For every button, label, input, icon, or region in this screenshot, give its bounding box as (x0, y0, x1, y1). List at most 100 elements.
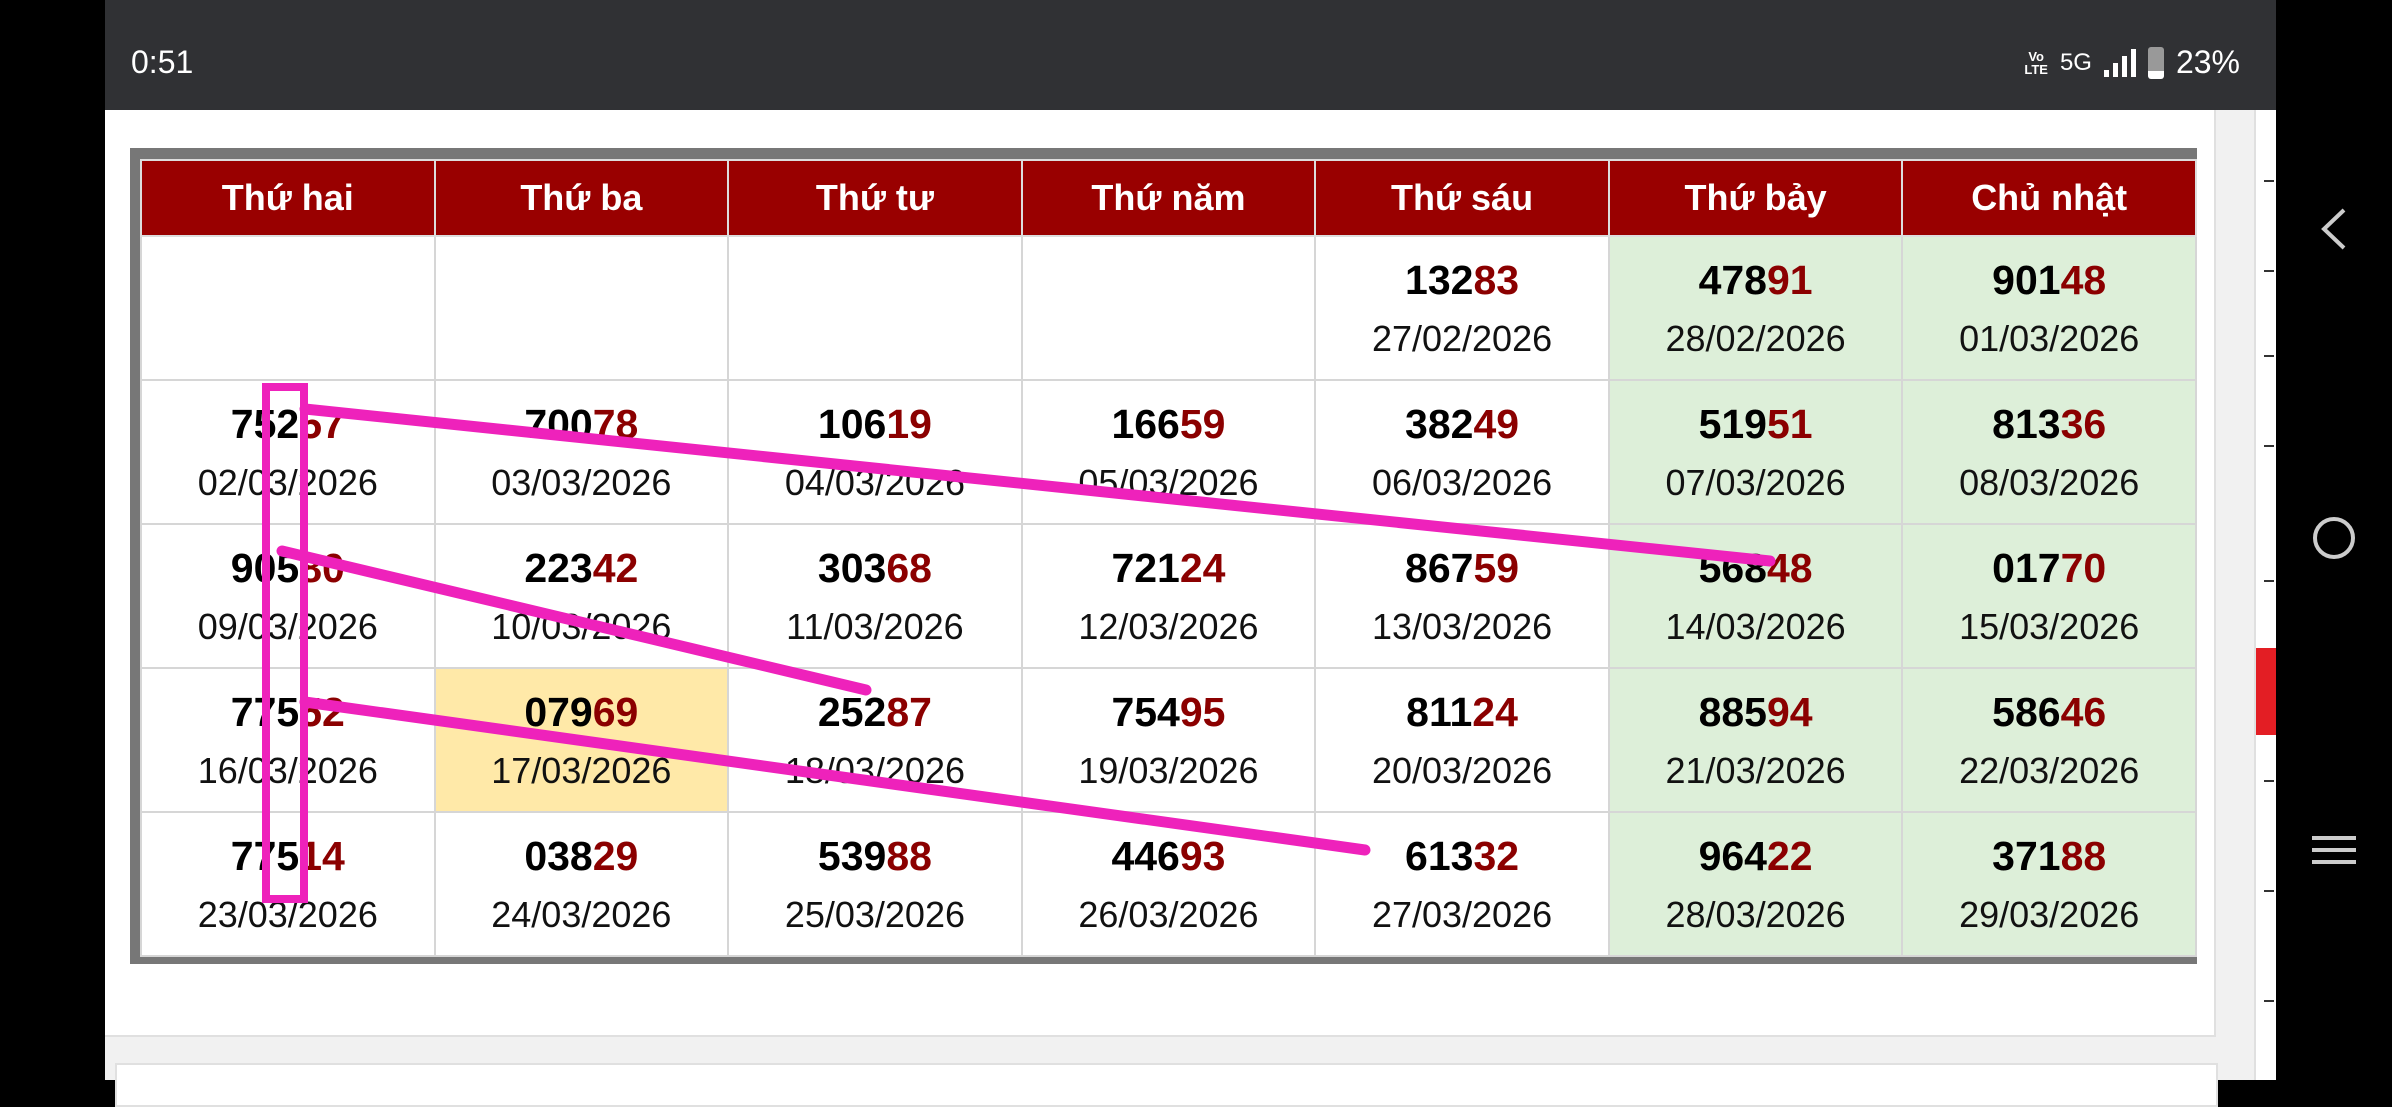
result-number-head: 017 (1992, 545, 2061, 591)
result-date: 15/03/2026 (1959, 606, 2140, 647)
result-number-head: 964 (1698, 833, 1767, 879)
result-number-tail: 91 (1767, 257, 1813, 303)
result-date: 14/03/2026 (1665, 606, 1846, 647)
back-button[interactable] (2306, 201, 2362, 257)
calendar-day-cell[interactable]: 07969 17/03/2026 (433, 667, 730, 813)
calendar-day-cell[interactable]: 38249 06/03/2026 (1314, 379, 1610, 525)
side-red-block (2256, 648, 2278, 735)
result-number-tail: 24 (1179, 545, 1226, 591)
calendar-day-cell[interactable]: 30368 11/03/2026 (727, 523, 1023, 669)
calendar-day-cell[interactable]: 61332 27/03/2026 (1314, 811, 1610, 957)
result-number-head: 901 (1992, 257, 2061, 303)
calendar-day-cell[interactable]: 88594 21/03/2026 (1607, 667, 1904, 813)
result-number-head: 613 (1405, 833, 1474, 879)
result-number: 37188 (1903, 832, 2195, 880)
result-date: 16/03/2026 (197, 750, 378, 791)
calendar-day-cell[interactable]: 70078 03/03/2026 (433, 379, 730, 525)
result-number-tail: 94 (1767, 689, 1813, 735)
result-number-tail: 19 (886, 401, 932, 447)
result-date: 08/03/2026 (1959, 462, 2140, 503)
calendar-day-cell[interactable]: 37188 29/03/2026 (1901, 811, 2197, 957)
result-date: 23/03/2026 (197, 894, 378, 935)
result-number-tail: 46 (2060, 689, 2107, 735)
calendar-day-cell[interactable]: 10619 04/03/2026 (727, 379, 1023, 525)
result-number-head: 303 (817, 545, 887, 591)
weekday-header: Thứ tư (727, 159, 1023, 237)
calendar-day-cell[interactable]: 03829 24/03/2026 (433, 811, 730, 957)
calendar-day-cell[interactable]: 75495 19/03/2026 (1020, 667, 1317, 813)
result-number: 13283 (1316, 256, 1608, 304)
calendar-day-cell[interactable]: 01770 15/03/2026 (1901, 523, 2197, 669)
calendar-day-cell[interactable]: 81124 20/03/2026 (1314, 667, 1610, 813)
calendar-day-cell[interactable]: 96422 28/03/2026 (1607, 811, 1904, 957)
result-number-head: 038 (524, 833, 593, 879)
calendar-day-cell[interactable]: 90148 01/03/2026 (1901, 235, 2197, 381)
result-number-head: 586 (1992, 689, 2061, 735)
result-date: 07/03/2026 (1665, 462, 1846, 503)
result-number-head: 382 (1405, 401, 1474, 447)
result-number-head: 371 (1992, 833, 2061, 879)
result-date: 28/02/2026 (1665, 318, 1846, 359)
calendar-day-cell[interactable]: 25287 18/03/2026 (727, 667, 1023, 813)
result-number-head: 252 (817, 689, 887, 735)
weekday-header: Chủ nhật (1901, 159, 2197, 237)
calendar-day-cell[interactable]: 72124 12/03/2026 (1020, 523, 1317, 669)
calendar-day-cell[interactable]: 58646 22/03/2026 (1901, 667, 2197, 813)
result-date: 01/03/2026 (1959, 318, 2140, 359)
result-date: 18/03/2026 (784, 750, 965, 791)
calendar-day-cell[interactable]: 53988 25/03/2026 (727, 811, 1023, 957)
result-number: 16659 (1023, 400, 1315, 448)
next-card (115, 1063, 2218, 1107)
network-type: 5G (2059, 48, 2092, 76)
weekday-header: Thứ hai (140, 159, 436, 237)
result-number: 01770 (1903, 544, 2195, 592)
status-icons: Vo LTE 5G 23% (2024, 44, 2240, 81)
side-panel (2254, 110, 2278, 1080)
result-number: 51951 (1610, 400, 1902, 448)
result-number: 77514 (142, 832, 434, 880)
home-button[interactable] (2306, 510, 2362, 566)
results-calendar: Thứ hai Thứ ba Thứ tư Thứ năm Thứ sáu Thứ bảy… (140, 159, 2197, 957)
home-icon (2313, 517, 2355, 559)
result-number: 61332 (1316, 832, 1608, 880)
result-number: 22342 (436, 544, 728, 592)
result-number-tail: 87 (886, 689, 932, 735)
result-number-head: 166 (1111, 401, 1180, 447)
result-number-tail: 42 (592, 545, 639, 591)
calendar-day-cell[interactable]: 86759 13/03/2026 (1314, 523, 1610, 669)
result-number: 44693 (1023, 832, 1315, 880)
calendar-day-cell[interactable]: 77552 16/03/2026 (140, 667, 436, 813)
calendar-day-cell[interactable]: 56848 14/03/2026 (1607, 523, 1904, 669)
result-number-tail: 80 (299, 545, 345, 591)
recents-button[interactable] (2306, 822, 2362, 878)
result-number-head: 752 (230, 401, 300, 447)
calendar-day-cell[interactable]: 75257 02/03/2026 (140, 379, 436, 525)
calendar-day-cell[interactable]: 51951 07/03/2026 (1607, 379, 1904, 525)
result-date: 06/03/2026 (1371, 462, 1553, 503)
result-date: 04/03/2026 (784, 462, 965, 503)
status-bar: 0:51 Vo LTE 5G 23% (105, 0, 2276, 110)
calendar-day-cell[interactable]: 90580 09/03/2026 (140, 523, 436, 669)
calendar-day-cell[interactable]: 47891 28/02/2026 (1607, 235, 1904, 381)
result-number: 70078 (436, 400, 728, 448)
result-date: 22/03/2026 (1959, 750, 2140, 791)
calendar-day-cell[interactable]: 13283 27/02/2026 (1314, 235, 1610, 381)
result-number-tail: 59 (1473, 545, 1520, 591)
calendar-day-cell[interactable]: 77514 23/03/2026 (140, 811, 436, 957)
result-number: 77552 (142, 688, 434, 736)
result-number-tail: 36 (2060, 401, 2107, 447)
calendar-week-row: 90580 09/03/2026 22342 10/03/2026 30368 11/03… (140, 523, 2197, 669)
result-number: 07969 (436, 688, 728, 736)
result-number-tail: 57 (299, 401, 345, 447)
calendar-day-cell[interactable]: 16659 05/03/2026 (1020, 379, 1317, 525)
result-date: 09/03/2026 (197, 606, 378, 647)
calendar-day-cell[interactable]: 22342 10/03/2026 (433, 523, 730, 669)
calendar-day-cell[interactable]: 44693 26/03/2026 (1020, 811, 1317, 957)
recents-icon (2312, 836, 2356, 864)
result-number: 10619 (729, 400, 1021, 448)
result-number-tail: 93 (1179, 833, 1226, 879)
calendar-day-cell[interactable]: 81336 08/03/2026 (1901, 379, 2197, 525)
result-number: 56848 (1610, 544, 1902, 592)
result-number: 47891 (1610, 256, 1902, 304)
result-number: 53988 (729, 832, 1021, 880)
